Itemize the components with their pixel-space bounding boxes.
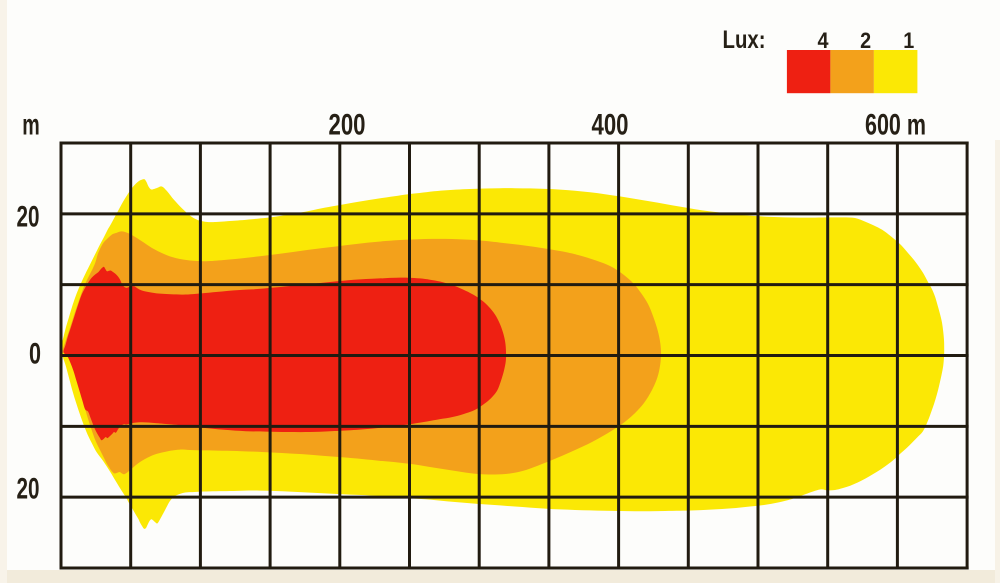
beam-area-4-lux: [63, 266, 507, 441]
legend: Lux: 4 2 1: [723, 26, 918, 94]
x-axis-tick-label-200: 200: [329, 109, 366, 142]
legend-swatch-1-lux: [873, 50, 918, 94]
page-edge-left: [0, 0, 7, 583]
legend-value-4-lux: 4: [818, 28, 830, 53]
y-axis-tick-label-20m: 20: [17, 201, 40, 234]
legend-value-1-lux: 1: [903, 28, 914, 53]
x-axis-tick-label-600: 600 m: [865, 109, 926, 142]
page-edge-bottom: [0, 570, 1000, 583]
y-axis-tick-label--20m: 20: [17, 473, 40, 506]
legend-value-2-lux: 2: [860, 28, 871, 53]
y-axis-unit-label: m: [22, 109, 40, 142]
x-axis-tick-label-400: 400: [592, 109, 629, 142]
legend-swatch-4-lux: [786, 50, 831, 94]
page-edge-right: [995, 140, 1000, 583]
legend-swatch-2-lux: [830, 50, 874, 94]
legend-title: Lux:: [723, 26, 766, 54]
y-axis-tick-label-0m: 0: [29, 338, 41, 371]
beam-areas: [60, 179, 945, 529]
grid-lines: [59, 141, 969, 570]
